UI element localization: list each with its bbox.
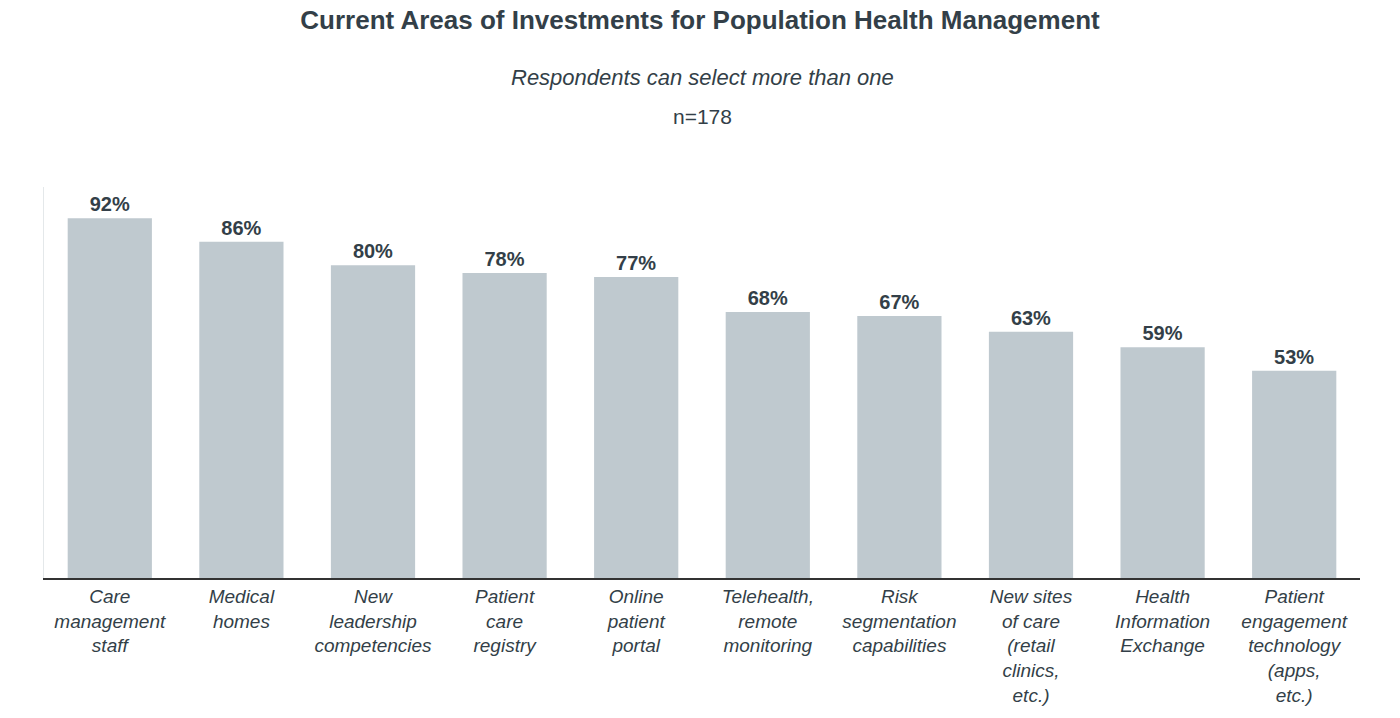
svg-text:Patientengagementtechnology(ap: Patientengagementtechnology(apps,etc.): [1241, 586, 1347, 706]
svg-text:Medicalhomes: Medicalhomes: [209, 586, 275, 632]
svg-text:Caremanagementstaff: Caremanagementstaff: [54, 586, 166, 656]
svg-text:59%: 59%: [1142, 322, 1182, 344]
svg-text:80%: 80%: [353, 240, 393, 262]
svg-text:63%: 63%: [1011, 307, 1051, 329]
svg-text:68%: 68%: [748, 287, 788, 309]
svg-text:New sitesof care(retailclinics: New sitesof care(retailclinics,etc.): [990, 586, 1073, 706]
svg-text:86%: 86%: [221, 217, 261, 239]
svg-text:HealthInformationExchange: HealthInformationExchange: [1115, 586, 1210, 656]
svg-text:92%: 92%: [90, 193, 130, 215]
svg-text:67%: 67%: [879, 291, 919, 313]
svg-text:Patientcareregistry: Patientcareregistry: [473, 586, 537, 656]
svg-text:Onlinepatientportal: Onlinepatientportal: [607, 586, 666, 656]
svg-text:n=178: n=178: [673, 105, 732, 128]
svg-text:Current Areas of Investments f: Current Areas of Investments for Populat…: [300, 5, 1100, 35]
svg-text:Risksegmentationcapabilities: Risksegmentationcapabilities: [842, 586, 956, 656]
svg-text:Newleadershipcompetencies: Newleadershipcompetencies: [314, 586, 432, 656]
svg-text:78%: 78%: [484, 248, 524, 270]
svg-text:77%: 77%: [616, 252, 656, 274]
svg-text:Respondents can select more th: Respondents can select more than one: [511, 65, 894, 90]
svg-text:53%: 53%: [1274, 346, 1314, 368]
svg-text:Telehealth,remotemonitoring: Telehealth,remotemonitoring: [722, 586, 814, 656]
